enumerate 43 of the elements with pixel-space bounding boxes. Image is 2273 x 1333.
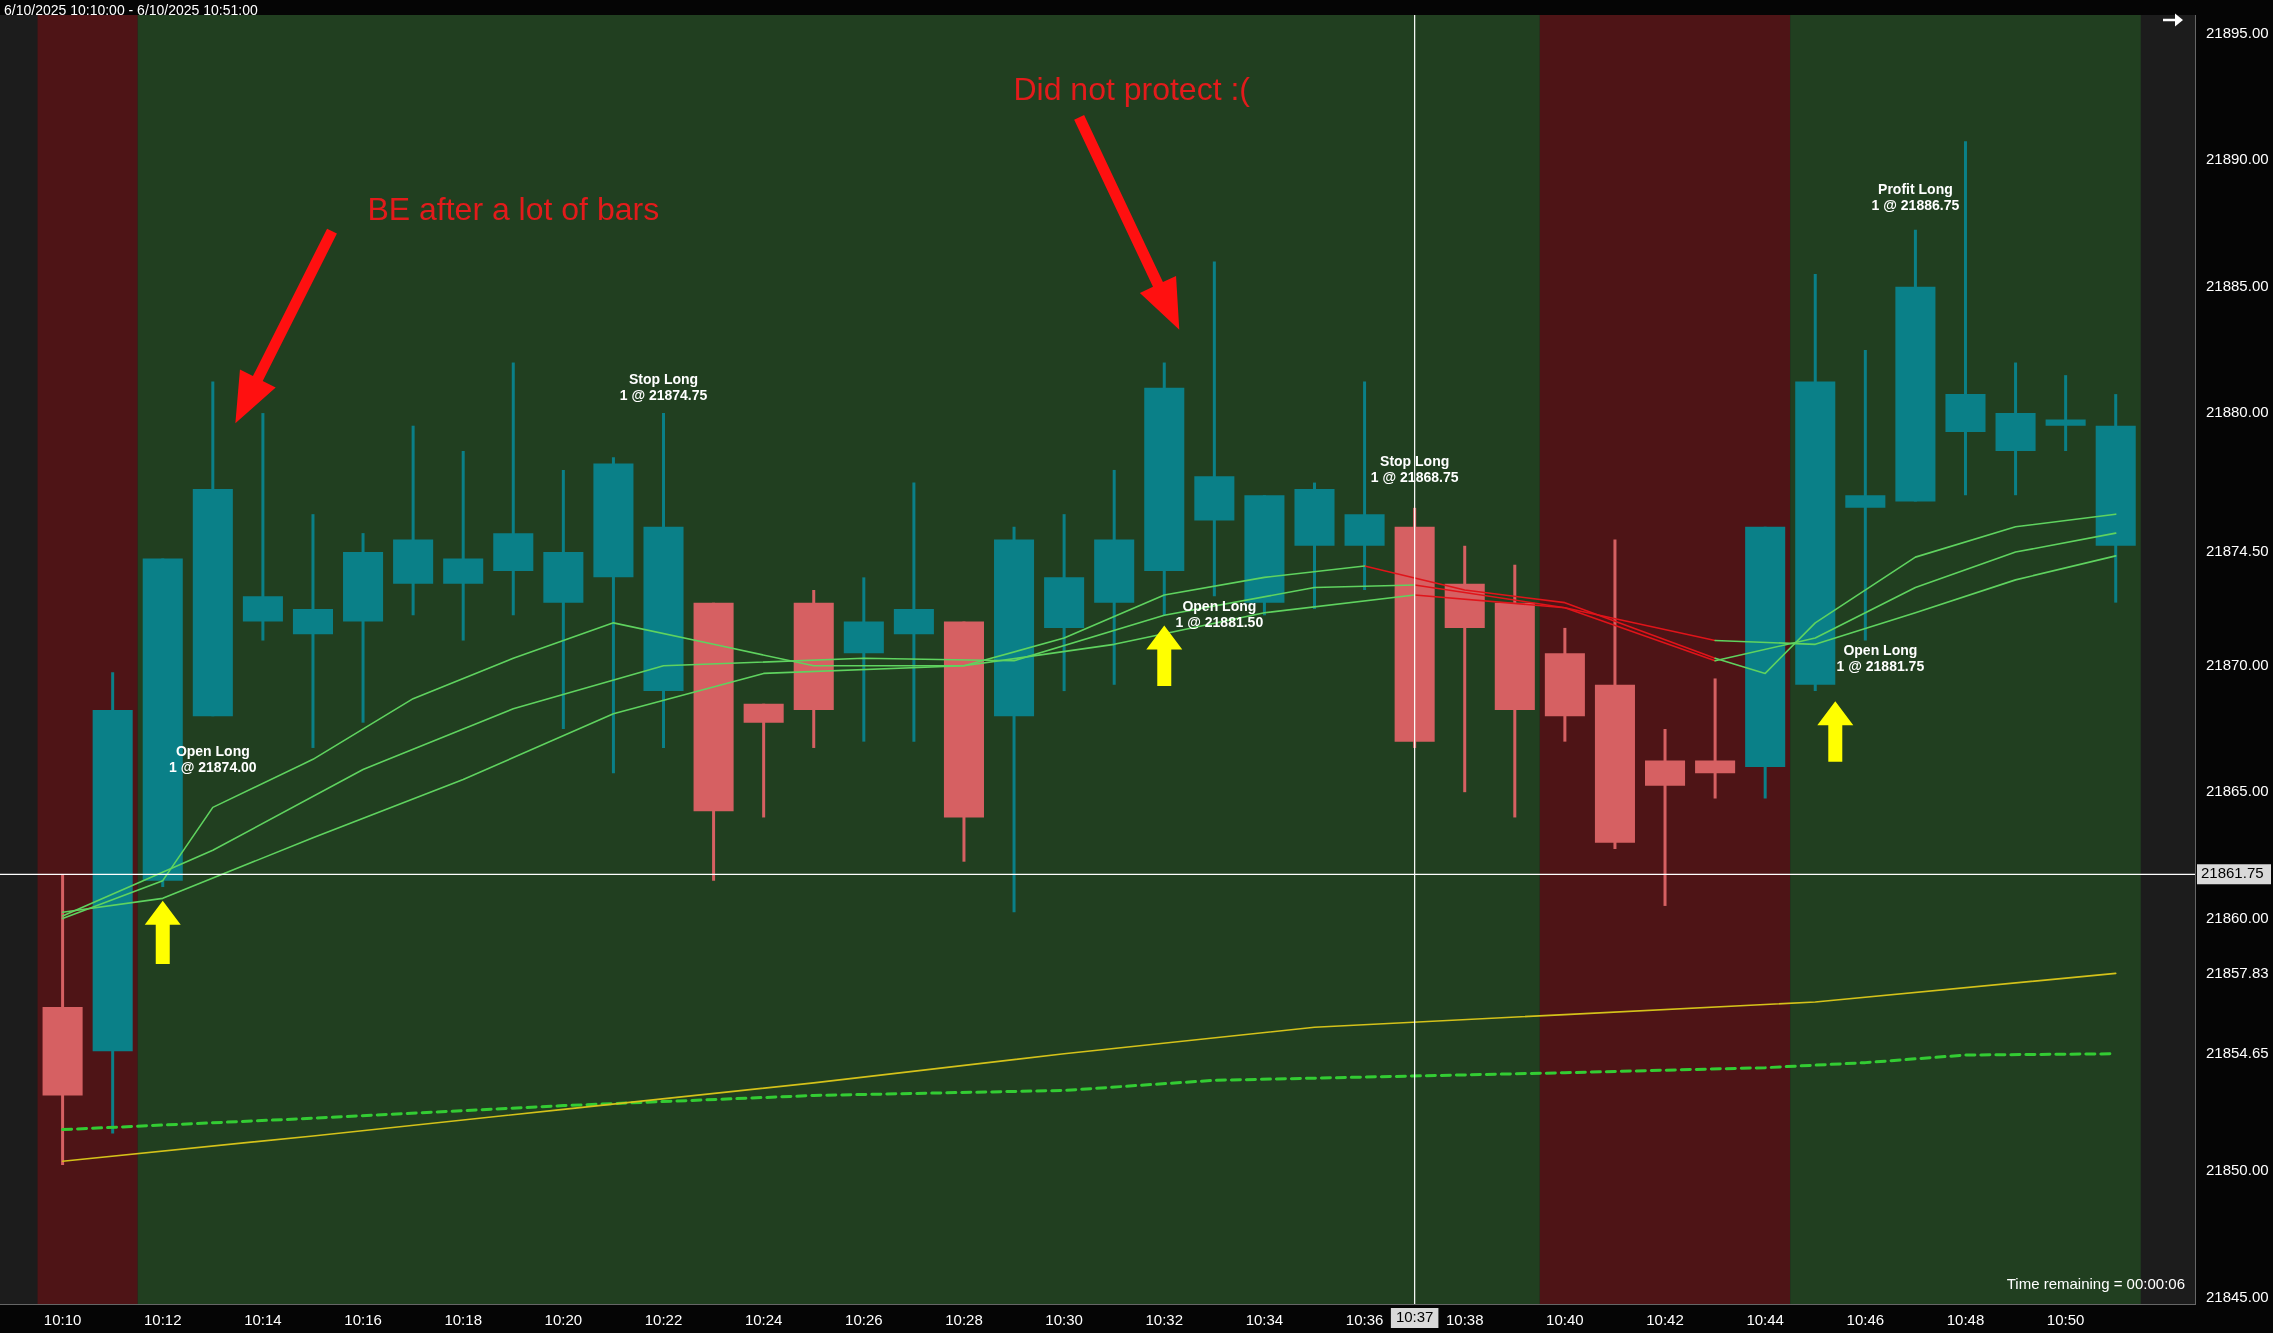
annotation: Profit Long 1 @ 21886.75 bbox=[1871, 181, 1960, 214]
y-tick-label: 21874.50 bbox=[2206, 542, 2269, 560]
x-tick-label: 10:10 bbox=[43, 1311, 82, 1329]
x-tick-label: 10:22 bbox=[644, 1311, 683, 1329]
x-tick-label: 10:38 bbox=[1445, 1311, 1484, 1329]
y-tick-label: 21857.83 bbox=[2206, 963, 2269, 981]
y-tick-label: 21885.00 bbox=[2206, 276, 2269, 294]
annotation: Stop Long 1 @ 21874.75 bbox=[619, 370, 708, 403]
annotation: Did not protect :( bbox=[1013, 70, 1251, 107]
y-tick-label: 21895.00 bbox=[2206, 24, 2269, 42]
y-tick-label: 21860.00 bbox=[2206, 908, 2269, 926]
annotation: Open Long 1 @ 21874.00 bbox=[169, 743, 257, 776]
x-tick-label: 10:44 bbox=[1746, 1311, 1784, 1329]
x-tick-label: 10:36 bbox=[1345, 1311, 1384, 1329]
x-tick-label: 10:16 bbox=[344, 1311, 382, 1329]
x-tick-label: 10:28 bbox=[945, 1311, 983, 1329]
x-tick-label: 10:32 bbox=[1145, 1311, 1184, 1329]
y-tick-label: 21870.00 bbox=[2206, 655, 2269, 673]
y-tick-label: 21880.00 bbox=[2206, 403, 2269, 421]
ref-line-label: 10:37 bbox=[1395, 1308, 1434, 1326]
annotation: Open Long 1 @ 21881.75 bbox=[1836, 642, 1925, 675]
x-tick-label: 10:20 bbox=[544, 1311, 583, 1329]
x-tick-label: 10:26 bbox=[845, 1311, 883, 1329]
x-tick-label: 10:40 bbox=[1546, 1311, 1584, 1329]
ref-line-label: 21861.75 bbox=[2201, 864, 2264, 882]
chart-title: 6/10/2025 10:10:00 - 6/10/2025 10:51:00 bbox=[4, 1, 258, 18]
x-tick-label: 10:30 bbox=[1045, 1311, 1083, 1329]
x-tick-label: 10:18 bbox=[444, 1311, 482, 1329]
x-tick-label: 10:50 bbox=[2046, 1311, 2085, 1329]
y-tick-label: 21850.00 bbox=[2206, 1161, 2269, 1179]
y-tick-label: 21845.00 bbox=[2206, 1287, 2269, 1305]
x-tick-label: 10:48 bbox=[1946, 1311, 1985, 1329]
x-tick-label: 10:12 bbox=[143, 1311, 182, 1329]
y-tick-label: 21854.65 bbox=[2206, 1043, 2269, 1061]
x-tick-label: 10:42 bbox=[1646, 1311, 1684, 1329]
annotation: Time remaining = 00:00:06 bbox=[2006, 1274, 2185, 1292]
x-tick-label: 10:46 bbox=[1846, 1311, 1885, 1329]
x-tick-label: 10:34 bbox=[1245, 1311, 1284, 1329]
y-tick-label: 21890.00 bbox=[2206, 150, 2269, 168]
x-tick-label: 10:14 bbox=[244, 1311, 282, 1329]
annotation: BE after a lot of bars bbox=[367, 190, 660, 227]
x-tick-label: 10:24 bbox=[744, 1311, 783, 1329]
y-tick-label: 21865.00 bbox=[2206, 782, 2269, 800]
